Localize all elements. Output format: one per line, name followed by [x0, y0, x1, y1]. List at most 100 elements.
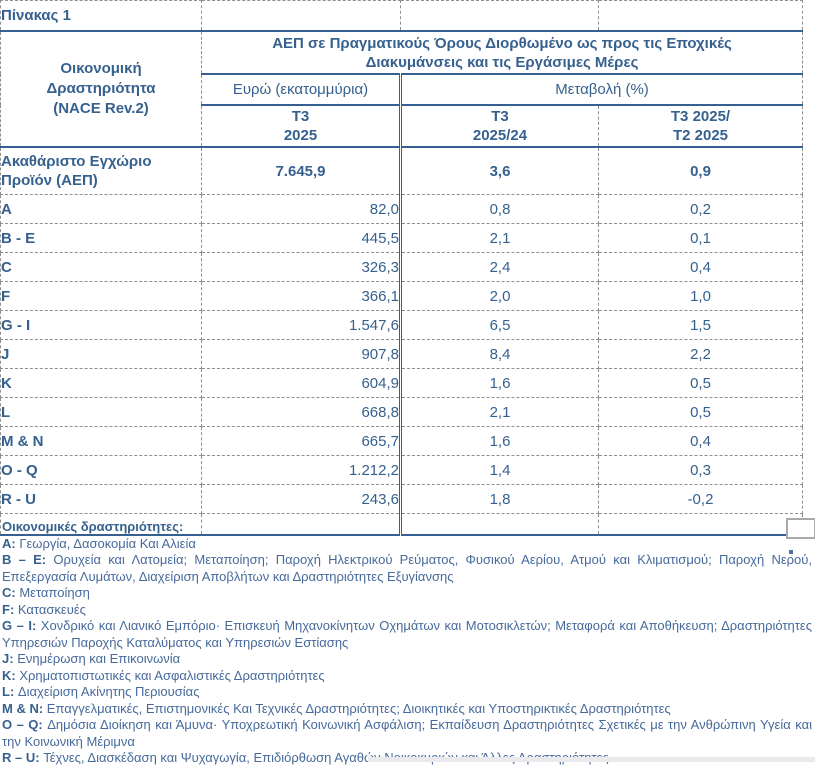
row-label: M & N: [0, 426, 202, 456]
yoy-change-value: 6,5: [399, 310, 599, 340]
table-resize-handle[interactable]: [786, 518, 815, 539]
next-element-edge: [368, 757, 815, 762]
qoq-change-value: 2,2: [598, 339, 803, 369]
footnote-code: J:: [2, 651, 14, 666]
yoy-change-value: 2,4: [399, 252, 599, 282]
period-header-t3-2025-24: Τ3 2025/24: [399, 104, 599, 148]
yoy-change-value: 1,6: [399, 368, 599, 398]
row-label: F: [0, 281, 202, 311]
footnote-code: C:: [2, 585, 16, 600]
qoq-change-value: 0,4: [598, 252, 803, 282]
footnote-item-g-i: G – I: Χονδρικό και Λιανικό Εμπόριο· Επι…: [2, 618, 812, 651]
qoq-change-value: 0,1: [598, 223, 803, 253]
euro-value: 243,6: [201, 484, 401, 514]
row-label: Ακαθάριστο Εγχώριο Προϊόν (ΑΕΠ): [0, 146, 202, 195]
footnote-code: G – I:: [2, 618, 37, 633]
period-line: 2025: [283, 127, 318, 144]
yoy-change-value: 1,6: [399, 426, 599, 456]
row-label: A: [0, 194, 202, 224]
gdp-main-header-text: ΑΕΠ σε Πραγματικούς Όρους Διορθωμένο ως …: [272, 34, 732, 71]
footnote-text: Ενημέρωση και Επικοινωνία: [17, 651, 181, 666]
footnote-code: B – E:: [2, 552, 47, 567]
footnote-code: F:: [2, 601, 15, 617]
euro-value: 82,0: [201, 194, 401, 224]
euro-value: 907,8: [201, 339, 401, 369]
footnote-item-m-n: M & N: Επαγγελματικές, Επιστημονικές Και…: [2, 701, 812, 718]
table-row-gdp: Ακαθάριστο Εγχώριο Προϊόν (ΑΕΠ) 7.645,9 …: [0, 146, 803, 195]
table-row-o-q: O - Q 1.212,2 1,4 0,3: [0, 455, 803, 485]
footnote-item-j: J: Ενημέρωση και Επικοινωνία: [2, 651, 812, 668]
table-row-l: L 668,8 2,1 0,5: [0, 397, 803, 427]
footnote-code: A:: [2, 535, 16, 551]
footnote-item-c: C: Μεταποίηση: [2, 585, 812, 602]
table-row-b-e: B - E 445,5 2,1 0,1: [0, 223, 803, 253]
footnote-item-f: F: Κατασκευές: [2, 602, 812, 619]
footnote-text: Επαγγελματικές, Επιστημονικές Και Τεχνικ…: [46, 700, 671, 716]
yoy-change-value: 1,8: [399, 484, 599, 514]
qoq-change-value: 0,4: [598, 426, 803, 456]
period-line: Τ3: [491, 108, 509, 125]
activity-header-line: Δραστηριότητα: [46, 80, 156, 97]
footnote-code: M & N:: [2, 700, 44, 716]
yoy-change-value: 1,4: [399, 455, 599, 485]
period-header-row: Τ3 2025 Τ3 2025/24 Τ3 2025/ Τ2 2025: [1, 104, 803, 148]
table-row-j: J 907,8 8,4 2,2: [0, 339, 803, 369]
footnote-text: Χρηματοπιστωτικές και Ασφαλιστικές Δραστ…: [19, 667, 325, 683]
euro-value: 1.212,2: [201, 455, 401, 485]
footnote-code: K:: [2, 667, 16, 683]
qoq-change-value: 1,0: [598, 281, 803, 311]
footnote-text: Χονδρικό και Λιανικό Εμπόριο· Επισκευή Μ…: [2, 618, 812, 650]
footnote-code: L:: [2, 684, 15, 699]
footnote-text: Δημόσια Διοίκηση και Άμυνα· Υποχρεωτική …: [2, 717, 812, 749]
activity-header-line: (NACE Rev.2): [53, 100, 149, 117]
table-row-r-u: R - U 243,6 1,8 -0,2: [0, 484, 803, 514]
euro-value: 604,9: [201, 368, 401, 398]
footnote-item-b-e: B – E: Ορυχεία και Λατομεία; Μεταποίηση;…: [2, 552, 812, 585]
qoq-change-value: 0,3: [598, 455, 803, 485]
row-label: B - E: [0, 223, 202, 253]
gdp-main-header: ΑΕΠ σε Πραγματικούς Όρους Διορθωμένο ως …: [201, 30, 803, 75]
anchor-marker-icon: [789, 550, 793, 554]
footnotes-title: Οικονομικές δραστηριότητες:: [2, 519, 184, 534]
row-label: C: [0, 252, 202, 282]
caption-spacer-cell: [400, 0, 599, 32]
caption-spacer-cell: [201, 0, 401, 32]
period-line: Τ3 2025/: [670, 108, 731, 125]
period-header-t3-t2-2025: Τ3 2025/ Τ2 2025: [598, 104, 803, 148]
footnote-code: O – Q:: [2, 717, 43, 732]
yoy-change-value: 8,4: [399, 339, 599, 369]
euro-value: 7.645,9: [201, 146, 401, 195]
euro-value: 1.547,6: [201, 310, 401, 340]
qoq-change-value: -0,2: [598, 484, 803, 514]
activity-header-line: Οικονομική: [60, 60, 142, 77]
caption-spacer-cell: [598, 0, 803, 32]
footnote-text: Γεωργία, Δασοκομία Και Αλιεία: [19, 535, 196, 551]
yoy-change-value: 2,0: [399, 281, 599, 311]
table-caption: Πίνακας 1: [0, 0, 202, 32]
period-line: 2025/24: [472, 127, 528, 144]
unit-header-row: Ευρώ (εκατομμύρια) Μεταβολή (%): [1, 73, 803, 106]
table-row-k: K 604,9 1,6 0,5: [0, 368, 803, 398]
footnotes-block: Οικονομικές δραστηριότητες: A: Γεωργία, …: [2, 519, 812, 767]
euro-unit-header: Ευρώ (εκατομμύρια): [201, 73, 401, 106]
period-header-t3-2025: Τ3 2025: [201, 104, 401, 148]
yoy-change-value: 3,6: [399, 146, 599, 195]
period-line: Τ3: [291, 108, 310, 125]
activity-column-header: Οικονομική Δραστηριότητα (NACE Rev.2): [0, 30, 202, 148]
row-label: R - U: [0, 484, 202, 514]
footnote-text: Ορυχεία και Λατομεία; Μεταποίηση; Παροχή…: [2, 552, 812, 584]
yoy-change-value: 2,1: [399, 223, 599, 253]
row-label: L: [0, 397, 202, 427]
table-row-f: F 366,1 2,0 1,0: [0, 281, 803, 311]
qoq-change-value: 0,9: [598, 146, 803, 195]
euro-value: 445,5: [201, 223, 401, 253]
euro-value: 366,1: [201, 281, 401, 311]
footnote-text: Διαχείριση Ακίνητης Περιουσίας: [17, 684, 200, 699]
period-line: Τ2 2025: [672, 127, 729, 144]
euro-value: 326,3: [201, 252, 401, 282]
table-empty-row: [0, 513, 803, 536]
main-header-row: Οικονομική Δραστηριότητα (NACE Rev.2) ΑΕ…: [0, 30, 803, 148]
caption-row: Πίνακας 1: [0, 0, 803, 32]
footnote-item-o-q: O – Q: Δημόσια Διοίκηση και Άμυνα· Υποχρ…: [2, 717, 812, 750]
gdp-table: Πίνακας 1 Οικονομική Δραστηριότητα (NACE…: [0, 0, 803, 536]
